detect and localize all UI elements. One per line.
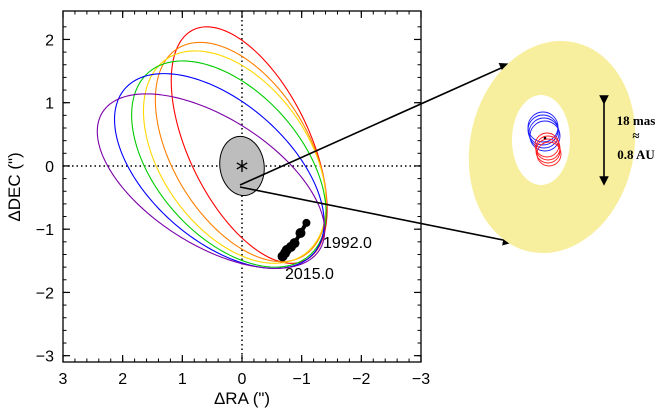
observation-point bbox=[277, 251, 288, 262]
inset-red-orbit bbox=[535, 138, 561, 164]
orbit-ellipse-1 bbox=[154, 41, 327, 263]
y-tick-label: 0 bbox=[45, 159, 54, 176]
orbits bbox=[96, 26, 328, 269]
x-tick-label: −1 bbox=[293, 371, 311, 388]
inset-red-orbit bbox=[536, 141, 562, 167]
orbit-ellipse-4 bbox=[113, 73, 325, 269]
y-tick-label: 2 bbox=[45, 32, 54, 49]
inset-zoom: 18 mas ≈ 0.8 AU bbox=[468, 40, 656, 254]
x-tick-label: −2 bbox=[352, 371, 370, 388]
orbit-ellipse-3 bbox=[131, 60, 327, 268]
observation-point bbox=[295, 227, 306, 238]
inset-blue-orbits bbox=[527, 111, 561, 152]
inset-blue-orbit bbox=[529, 120, 561, 152]
plot-area bbox=[63, 11, 421, 362]
x-tick-label: 1 bbox=[178, 371, 187, 388]
observations bbox=[277, 218, 311, 262]
inset-star bbox=[543, 136, 547, 140]
x-tick-label: −3 bbox=[412, 371, 430, 388]
y-tick-label: 1 bbox=[45, 96, 54, 113]
y-tick-label: −3 bbox=[36, 349, 54, 366]
orbit-ellipse-5 bbox=[96, 93, 326, 269]
annotation-2015: 2015.0 bbox=[285, 266, 334, 283]
x-tick-label: 0 bbox=[238, 371, 247, 388]
star-layer bbox=[236, 159, 248, 172]
axis-ticks bbox=[62, 11, 422, 362]
orbit-ellipse-2 bbox=[142, 50, 327, 264]
observation-point bbox=[302, 218, 311, 227]
y-tick-label: −2 bbox=[36, 285, 54, 302]
inset-blue-orbit bbox=[528, 117, 560, 149]
inset-red-orbit bbox=[534, 132, 560, 158]
inset-blue-orbit bbox=[527, 114, 559, 146]
inset-scale-label-3: 0.8 AU bbox=[617, 147, 655, 162]
annotation-1992: 1992.0 bbox=[323, 235, 372, 252]
x-tick-label: 2 bbox=[118, 371, 127, 388]
x-axis-title: ΔRA (") bbox=[214, 389, 270, 408]
star-marker-stroke bbox=[236, 162, 248, 170]
inset-scale-label-2: ≈ bbox=[632, 128, 639, 143]
inset-red-orbits bbox=[534, 132, 562, 167]
y-axis-title: ΔDEC (") bbox=[5, 152, 24, 221]
zoom-arrow-lower bbox=[239, 186, 515, 246]
inset-scale-label-1: 18 mas bbox=[617, 113, 656, 128]
zoom-arrow-upper bbox=[239, 63, 512, 186]
x-tick-label: 3 bbox=[59, 371, 68, 388]
inset-hole bbox=[512, 95, 570, 185]
axis-tick-labels: 3 2 1 0 −1 −2 −3 −3 −2 −1 0 1 2 bbox=[36, 32, 430, 388]
y-tick-label: −1 bbox=[36, 222, 54, 239]
